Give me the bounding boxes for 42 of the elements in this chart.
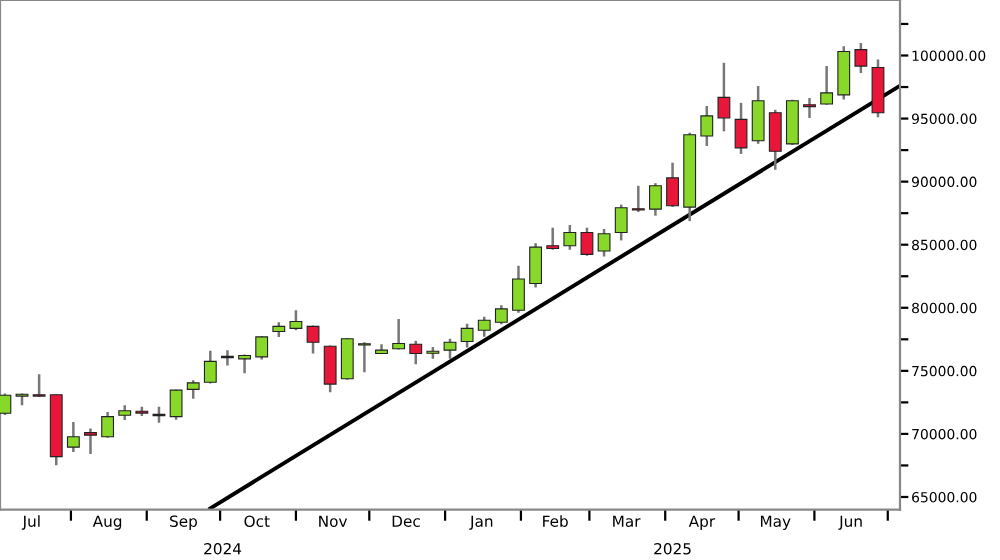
candlestick [529, 241, 543, 289]
candlestick [631, 184, 645, 214]
candlestick [203, 349, 217, 385]
candlestick [255, 334, 269, 361]
candlestick [221, 348, 234, 367]
candlestick [392, 317, 406, 351]
candlestick [84, 427, 97, 456]
candlestick [854, 41, 868, 75]
candlestick [563, 223, 577, 251]
candlestick [323, 344, 337, 394]
candlestick [580, 226, 594, 257]
candlestick [289, 309, 303, 332]
candlestick [477, 315, 491, 339]
candlestick [820, 64, 834, 106]
candlestick [803, 96, 816, 120]
candlestick [649, 181, 662, 217]
candlestick [409, 339, 423, 366]
candlestick [597, 227, 611, 258]
candlestick [546, 226, 560, 251]
candlestick [306, 324, 320, 355]
candlestick [169, 388, 183, 421]
candlestick [512, 264, 525, 315]
candlestick [494, 304, 508, 326]
candlestick [340, 336, 354, 381]
candlestick [768, 108, 782, 172]
candlestick [357, 340, 371, 374]
candlestick [734, 101, 748, 156]
candlestick [443, 337, 457, 361]
candlestick [101, 410, 115, 439]
candlestick [460, 322, 474, 349]
candlestick [666, 161, 679, 209]
candlestick [186, 378, 200, 400]
candlestick [238, 353, 251, 375]
candlestick [66, 420, 80, 454]
candlestick [0, 392, 12, 417]
candlestick [700, 104, 714, 148]
candlestick [614, 203, 628, 242]
candlestick [32, 372, 46, 398]
candlestick [751, 84, 765, 146]
candlestick [717, 61, 731, 133]
candlestick [871, 58, 885, 119]
candlestick [837, 44, 851, 101]
